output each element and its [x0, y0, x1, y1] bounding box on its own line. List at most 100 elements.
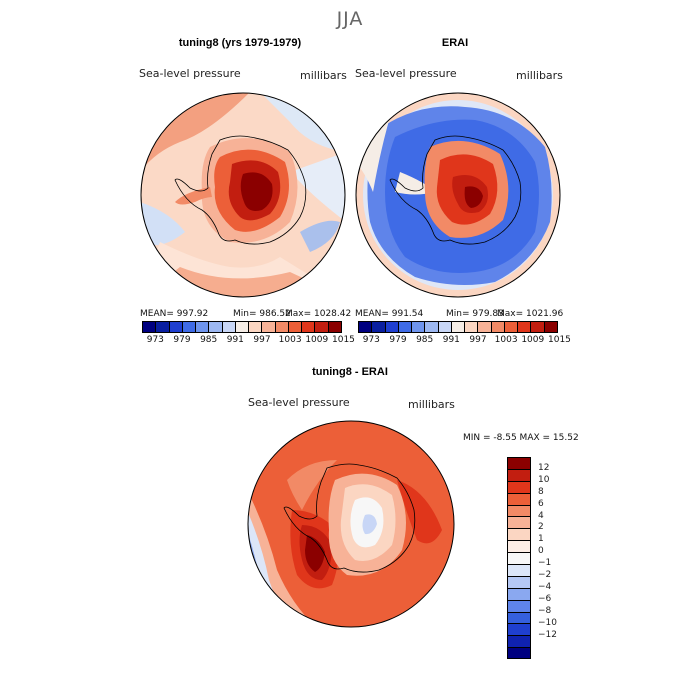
model-colorbar [142, 321, 342, 333]
colorbar-swatch [385, 322, 399, 332]
colorbar-swatch [182, 322, 197, 332]
colorbar-swatch [359, 322, 373, 332]
diff-colorbar-swatch [507, 480, 531, 493]
colorbar-swatch [328, 322, 341, 332]
colorbar-tick-label: 1015 [332, 335, 355, 345]
diff-colorbar-swatch [507, 587, 531, 600]
obs-min-stat: Min= 979.83 [446, 309, 504, 319]
colorbar-swatch [143, 322, 157, 332]
colorbar-swatch [544, 322, 557, 332]
obs-mean-stat: MEAN= 991.54 [355, 309, 424, 319]
obs-units-label: millibars [516, 69, 563, 82]
diff-colorbar-tick-label: 0 [538, 546, 544, 557]
diff-colorbar-swatch [507, 552, 531, 565]
diff-colorbar-swatch [507, 611, 531, 624]
colorbar-tick-label: 991 [226, 335, 244, 345]
colorbar-swatch [451, 322, 466, 332]
model-colorbar-ticks: 973 979 985 991 997 1003 1009 1015 [142, 335, 355, 347]
diff-panel-title: tuning8 - ERAI [312, 366, 388, 378]
colorbar-swatch [262, 322, 276, 332]
diff-colorbar-tick-label: 2 [538, 522, 544, 533]
colorbar-swatch [275, 322, 289, 332]
diff-colorbar-swatch [507, 599, 531, 612]
diff-colorbar-tick-label: 12 [538, 462, 550, 473]
colorbar-swatch [288, 322, 303, 332]
diff-variable-label: Sea-level pressure [248, 396, 350, 409]
model-mean-stat: MEAN= 997.92 [140, 309, 209, 319]
diff-polar-map [247, 420, 455, 628]
diff-colorbar-swatch [507, 635, 531, 648]
diff-colorbar-tick-label: −6 [538, 593, 552, 604]
colorbar-swatch [531, 322, 545, 332]
season-title: JJA [336, 8, 364, 30]
diff-colorbar-swatch [507, 457, 531, 469]
colorbar-tick-label: 979 [389, 335, 407, 345]
diff-colorbar [507, 457, 531, 660]
colorbar-swatch [438, 322, 452, 332]
colorbar-tick-label: 985 [416, 335, 434, 345]
colorbar-swatch [315, 322, 329, 332]
colorbar-swatch [222, 322, 236, 332]
diff-colorbar-tick-label: 1 [538, 534, 544, 545]
colorbar-tick-label: 1003 [494, 335, 518, 345]
colorbar-swatch [398, 322, 413, 332]
colorbar-tick-label: 1003 [278, 335, 302, 345]
colorbar-tick-label: 997 [253, 335, 271, 345]
diff-colorbar-swatch [507, 564, 531, 576]
colorbar-swatch [478, 322, 492, 332]
colorbar-swatch [235, 322, 250, 332]
diff-colorbar-tick-label: 10 [538, 474, 550, 485]
colorbar-swatch [412, 322, 426, 332]
colorbar-tick-label: 1015 [548, 335, 571, 345]
colorbar-tick-label: 1009 [305, 335, 329, 345]
diff-colorbar-swatch [507, 528, 531, 541]
model-panel-title: tuning8 (yrs 1979-1979) [178, 37, 302, 49]
colorbar-swatch [209, 322, 223, 332]
obs-variable-label: Sea-level pressure [355, 67, 457, 80]
colorbar-swatch [249, 322, 263, 332]
obs-polar-map [355, 92, 561, 298]
model-max-stat: Max= 1028.42 [285, 309, 352, 319]
obs-colorbar [358, 321, 558, 333]
colorbar-swatch [372, 322, 386, 332]
colorbar-tick-label: 973 [146, 335, 164, 345]
model-polar-map [140, 92, 346, 298]
colorbar-swatch [196, 322, 210, 332]
diff-minmax-stat: MIN = -8.55 MAX = 15.52 [463, 433, 579, 443]
colorbar-swatch [504, 322, 519, 332]
diff-colorbar-swatch [507, 647, 531, 660]
colorbar-tick-label: 973 [362, 335, 380, 345]
diff-colorbar-swatch [507, 623, 531, 636]
diff-colorbar-tick-label: −8 [538, 605, 552, 616]
colorbar-tick-label: 991 [442, 335, 460, 345]
model-min-stat: Min= 986.52 [233, 309, 291, 319]
diff-colorbar-swatch [507, 504, 531, 517]
diff-colorbar-tick-label: −12 [538, 629, 557, 640]
obs-max-stat: Max= 1021.96 [497, 309, 564, 319]
colorbar-swatch [518, 322, 532, 332]
diff-colorbar-swatch [507, 540, 531, 553]
diff-units-label: millibars [408, 398, 455, 411]
colorbar-swatch [465, 322, 479, 332]
diff-colorbar-tick-label: 4 [538, 510, 544, 521]
diff-colorbar-tick-label: 8 [538, 486, 544, 497]
diff-colorbar-swatch [507, 575, 531, 588]
colorbar-swatch [156, 322, 170, 332]
colorbar-tick-label: 985 [200, 335, 218, 345]
diff-colorbar-tick-label: −4 [538, 581, 552, 592]
colorbar-swatch [425, 322, 439, 332]
diff-colorbar-swatch [507, 468, 531, 481]
obs-panel-title: ERAI [441, 37, 469, 49]
obs-colorbar-ticks: 973 979 985 991 997 1003 1009 1015 [358, 335, 571, 347]
diff-colorbar-swatch [507, 516, 531, 529]
diff-colorbar-tick-label: 6 [538, 498, 544, 509]
diff-colorbar-tick-label: −1 [538, 558, 552, 569]
model-variable-label: Sea-level pressure [139, 67, 241, 80]
colorbar-swatch [302, 322, 316, 332]
diff-colorbar-tick-label: −10 [538, 617, 557, 628]
colorbar-swatch [491, 322, 505, 332]
colorbar-tick-label: 1009 [521, 335, 545, 345]
colorbar-tick-label: 997 [469, 335, 487, 345]
model-units-label: millibars [300, 69, 347, 82]
colorbar-tick-label: 979 [173, 335, 191, 345]
